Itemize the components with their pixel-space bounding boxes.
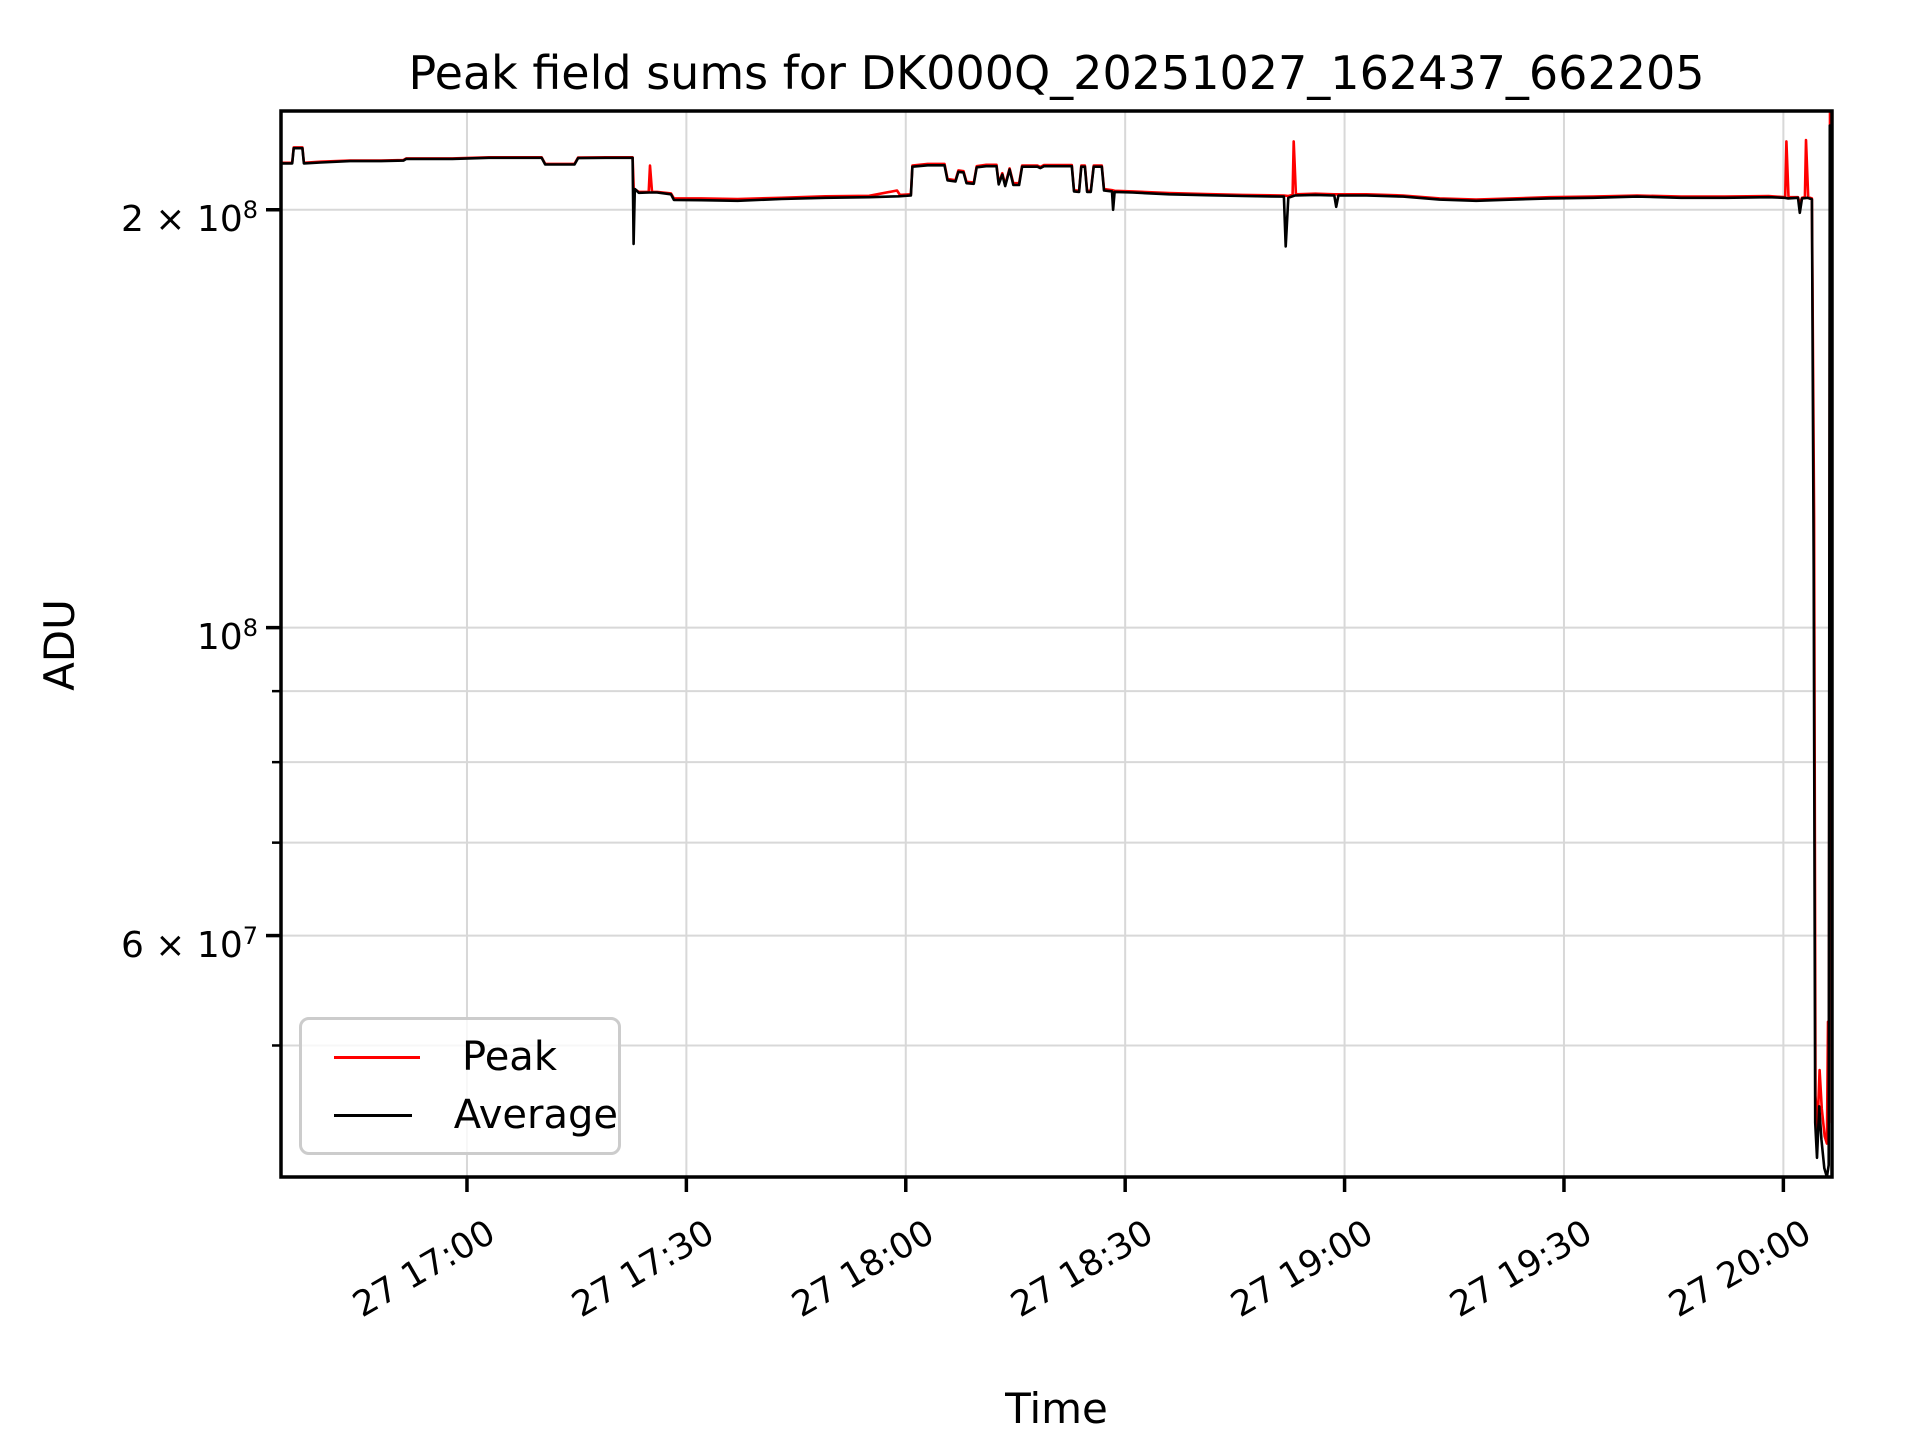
x-axis-label: Time xyxy=(1005,1384,1108,1433)
average-line xyxy=(281,124,1832,1177)
peak-line-swatch xyxy=(334,1055,420,1059)
plot-border xyxy=(279,109,1834,1179)
legend-row-peak: Peak xyxy=(334,1035,618,1079)
legend-label-average: Average xyxy=(453,1092,618,1138)
legend: Peak Average xyxy=(299,1017,621,1155)
legend-label-peak: Peak xyxy=(462,1034,557,1080)
legend-row-average: Average xyxy=(334,1093,618,1137)
y-tick-label: 2 × 108 xyxy=(120,195,258,240)
average-line-swatch xyxy=(334,1113,412,1117)
y-tick-label: 108 xyxy=(196,613,258,658)
y-tick-label: 6 × 107 xyxy=(120,921,258,966)
chart-title: Peak field sums for DK000Q_20251027_1624… xyxy=(408,46,1705,100)
